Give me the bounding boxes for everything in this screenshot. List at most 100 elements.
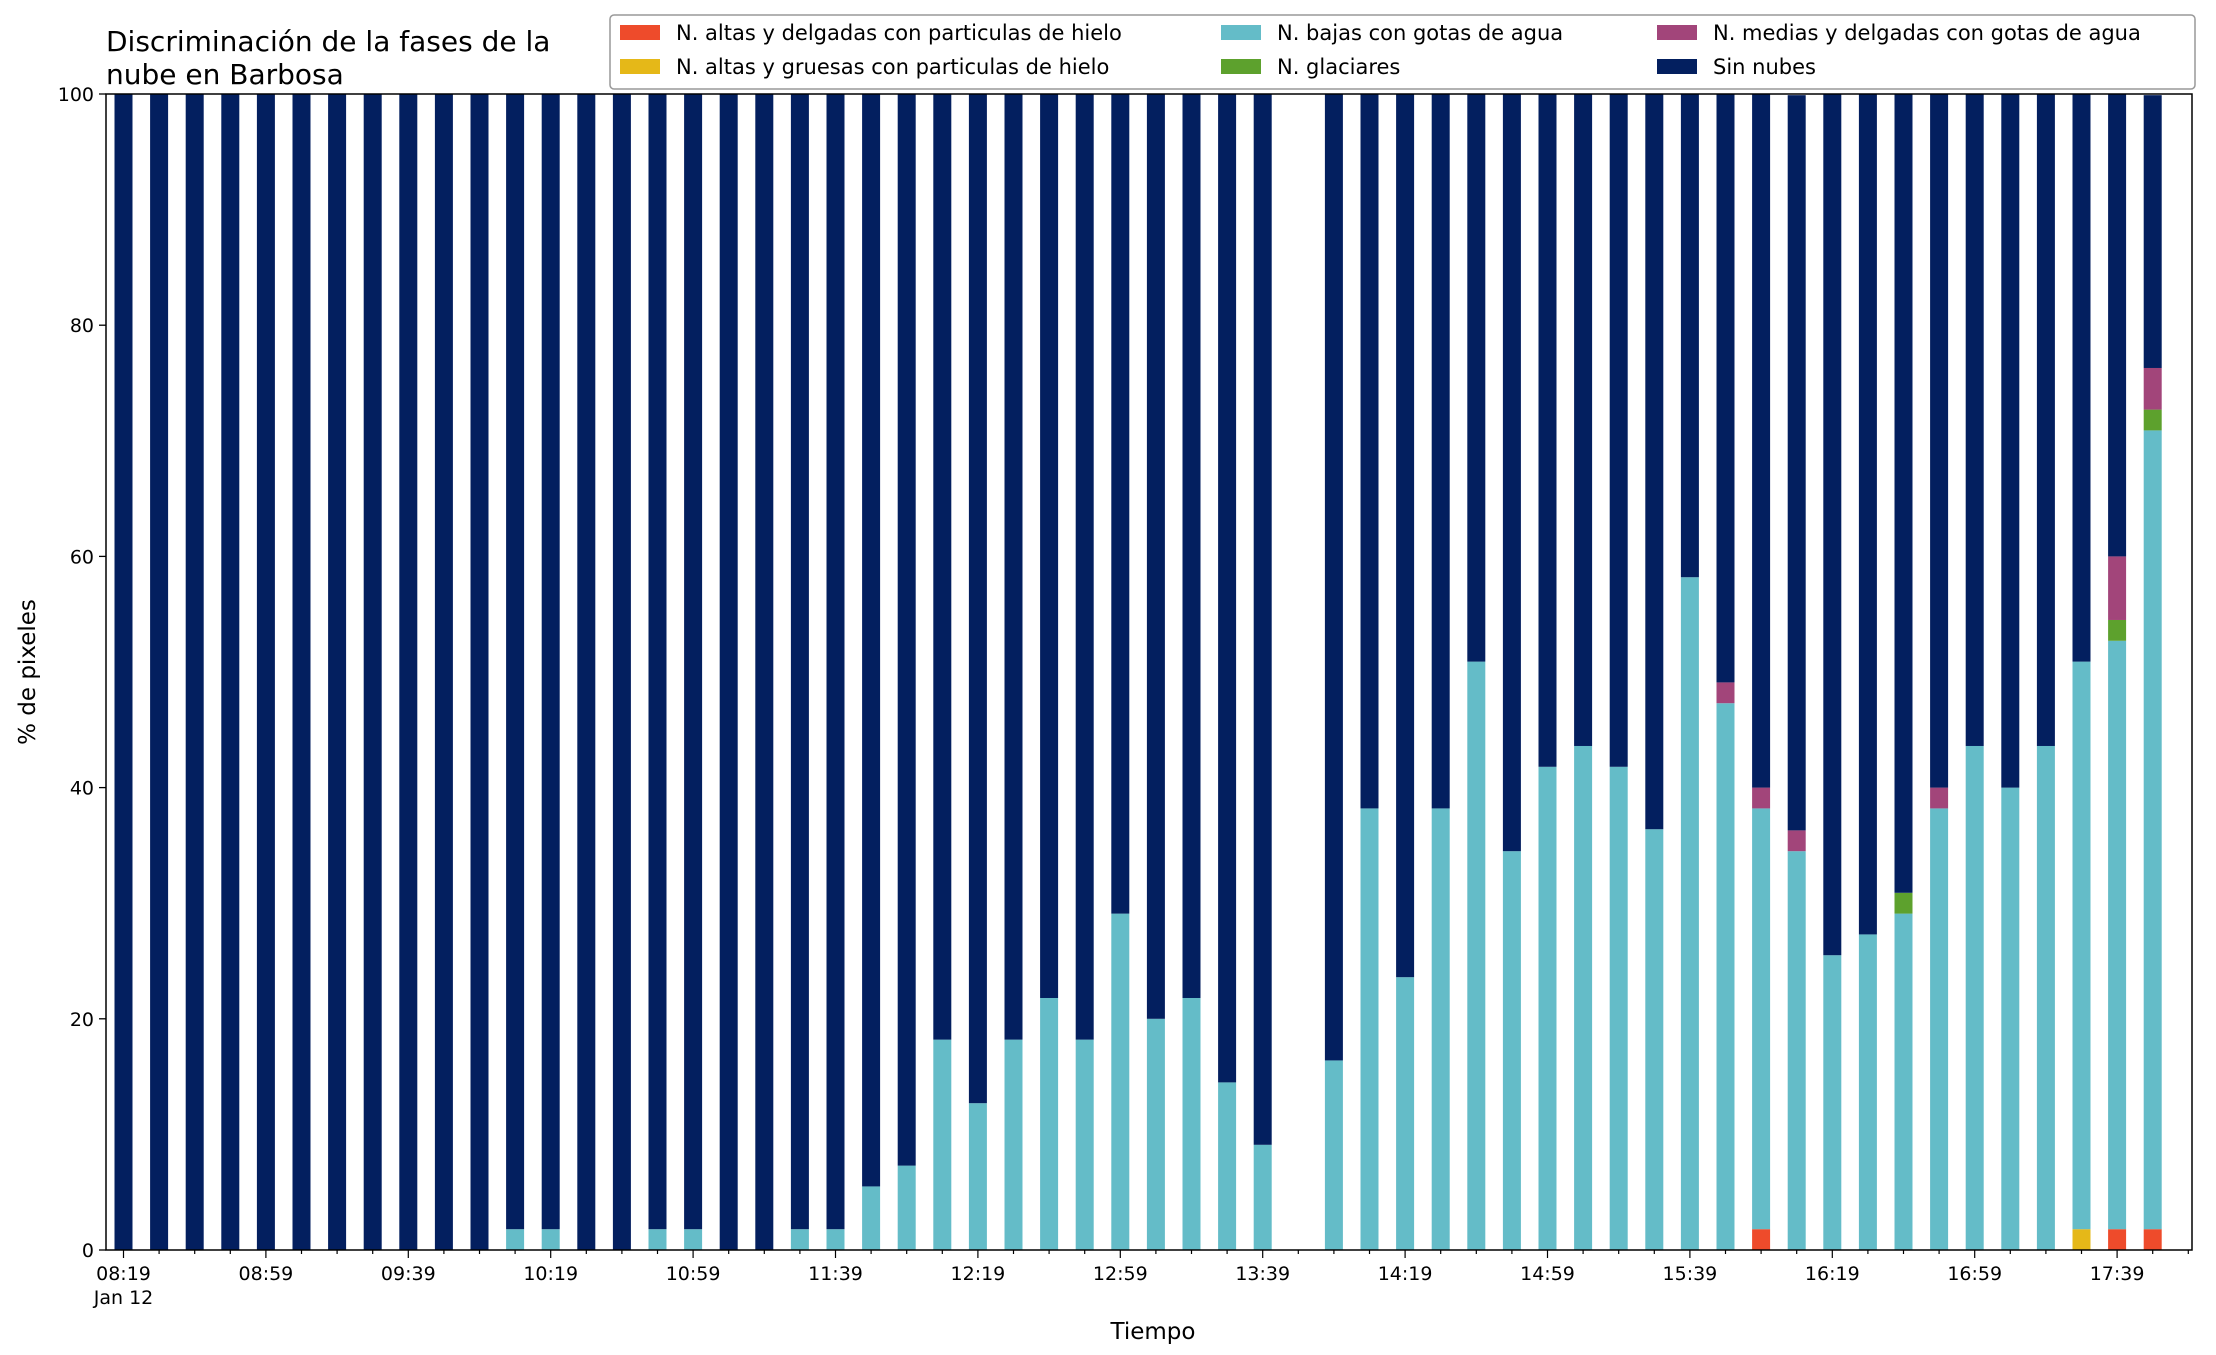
legend-swatch-2 (1221, 25, 1261, 40)
bar-46-series-2 (1752, 808, 1771, 1230)
bar-37-series-5 (1431, 94, 1450, 809)
bar-11-series-2 (506, 1229, 525, 1250)
bar-3-series-5 (221, 94, 240, 1250)
bar-52-series-2 (1965, 745, 1984, 1250)
bar-46-series-0 (1752, 1229, 1771, 1250)
bar-53-series-5 (2001, 94, 2020, 788)
bar-32-series-2 (1253, 1144, 1272, 1250)
x-tick-label: 16:59 (1947, 1263, 2002, 1285)
bar-31-series-2 (1218, 1082, 1237, 1250)
x-tick-label: 17:39 (2090, 1263, 2145, 1285)
y-tick-label: 0 (82, 1240, 94, 1262)
bar-7-series-5 (363, 94, 382, 1250)
chart-title-line-1: Discriminación de la fases de la (106, 25, 550, 58)
bar-34-series-5 (1324, 94, 1343, 1061)
bar-56-series-2 (2108, 640, 2127, 1230)
bar-40-series-2 (1538, 766, 1557, 1250)
bar-54-series-2 (2036, 745, 2055, 1250)
x-tick-label: 09:39 (381, 1263, 436, 1285)
bar-15-series-2 (648, 1229, 667, 1250)
bar-19-series-2 (790, 1229, 809, 1250)
x-tick-label: 11:39 (808, 1263, 863, 1285)
bar-27-series-5 (1075, 94, 1094, 1040)
bar-12-series-2 (541, 1229, 560, 1250)
legend-label-3: N. glaciares (1277, 55, 1400, 79)
bar-15-series-5 (648, 94, 667, 1230)
bar-11-series-5 (506, 94, 525, 1230)
bar-35-series-2 (1360, 808, 1379, 1250)
bar-51-series-4 (1930, 787, 1949, 809)
legend-swatch-1 (620, 59, 660, 74)
legend-label-5: Sin nubes (1713, 55, 1816, 79)
bar-16-series-5 (684, 94, 703, 1230)
plot-frame (105, 93, 2193, 1251)
bar-32-series-5 (1253, 94, 1272, 1145)
bar-24-series-5 (968, 94, 987, 1104)
bar-34-series-2 (1324, 1060, 1343, 1250)
legend-swatch-4 (1657, 25, 1697, 40)
bar-50-series-5 (1894, 94, 1913, 893)
bar-57-series-3 (2143, 409, 2162, 431)
bar-41-series-2 (1574, 745, 1593, 1250)
bar-17-series-5 (719, 94, 738, 1250)
bar-57-series-2 (2143, 430, 2162, 1230)
bar-57-series-4 (2143, 367, 2162, 410)
bar-26-series-5 (1040, 94, 1059, 998)
bar-22-series-5 (897, 94, 916, 1166)
bar-42-series-2 (1609, 766, 1628, 1250)
x-tick-label: 12:59 (1093, 1263, 1148, 1285)
bar-9-series-5 (434, 94, 453, 1250)
x-axis: 08:19 08:59 09:39 10:19 10:59 11:39 12:19 12:59… (93, 1250, 2189, 1309)
bar-44-series-5 (1680, 94, 1699, 578)
x-date-label: Jan 12 (93, 1287, 154, 1309)
bar-53-series-2 (2001, 787, 2020, 1250)
bar-46-series-4 (1752, 787, 1771, 809)
bar-23-series-5 (933, 94, 952, 1040)
bar-51-series-5 (1930, 94, 1949, 788)
legend-swatch-3 (1221, 59, 1261, 74)
bar-45-series-4 (1716, 682, 1735, 704)
bar-1-series-5 (150, 94, 169, 1250)
x-tick-label: 08:19 (96, 1263, 151, 1285)
x-axis-title: Tiempo (1110, 1319, 1196, 1345)
bar-36-series-2 (1396, 977, 1415, 1250)
bar-47-series-4 (1787, 830, 1806, 852)
legend-label-1: N. altas y gruesas con particulas de hie… (676, 55, 1109, 79)
bar-30-series-5 (1182, 94, 1201, 998)
bar-47-series-2 (1787, 851, 1806, 1250)
x-tick-label: 13:39 (1235, 1263, 1290, 1285)
bar-54-series-5 (2036, 94, 2055, 746)
bar-57-series-5 (2143, 95, 2162, 368)
bar-22-series-2 (897, 1165, 916, 1250)
bar-43-series-2 (1645, 829, 1664, 1250)
bar-27-series-2 (1075, 1039, 1094, 1250)
bar-25-series-5 (1004, 94, 1023, 1040)
x-tick-label: 10:19 (523, 1263, 578, 1285)
bar-21-series-5 (862, 94, 881, 1187)
bar-43-series-5 (1645, 94, 1664, 830)
bar-12-series-5 (541, 94, 560, 1230)
bar-5-series-5 (292, 94, 311, 1250)
bar-8-series-5 (399, 94, 418, 1250)
bar-49-series-5 (1858, 94, 1877, 935)
legend-label-2: N. bajas con gotas de agua (1277, 21, 1563, 45)
bar-56-series-0 (2108, 1229, 2127, 1250)
x-tick-label: 08:59 (239, 1263, 294, 1285)
x-tick-label: 12:19 (951, 1263, 1006, 1285)
bar-0-series-5 (114, 94, 133, 1250)
bar-52-series-5 (1965, 94, 1984, 746)
chart-title-line-2: nube en Barbosa (106, 58, 344, 91)
bar-36-series-5 (1396, 94, 1415, 978)
bars-layer (114, 94, 2162, 1250)
bar-42-series-5 (1609, 94, 1628, 767)
bar-29-series-5 (1146, 94, 1165, 1019)
bar-18-series-5 (755, 94, 774, 1250)
bar-6-series-5 (328, 94, 347, 1250)
bar-55-series-1 (2072, 1229, 2091, 1250)
bar-14-series-5 (612, 94, 631, 1250)
y-axis: 0 20 40 60 80 100 (58, 84, 106, 1262)
y-tick-label: 60 (70, 546, 94, 568)
bar-47-series-5 (1787, 95, 1806, 831)
bar-35-series-5 (1360, 94, 1379, 809)
